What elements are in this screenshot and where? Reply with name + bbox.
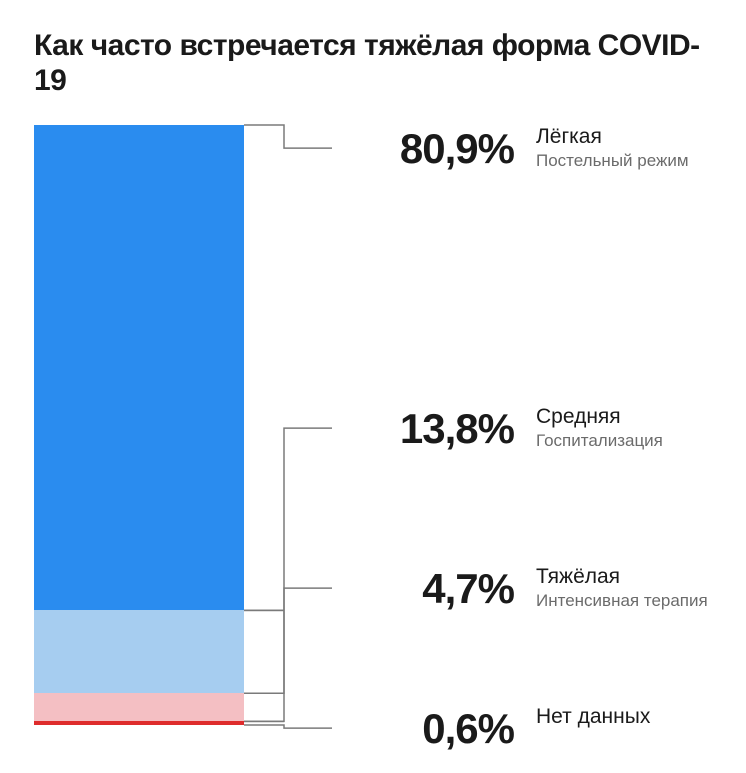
- desc-moderate: Госпитализация: [536, 431, 663, 451]
- label-severe: 4,7% ТяжёлаяИнтенсивная терапия: [334, 565, 708, 613]
- desc-mild: Постельный режим: [536, 151, 689, 171]
- chart-title: Как часто встречается тяжёлая форма COVI…: [34, 28, 712, 99]
- label-nodata: 0,6% Нет данных: [334, 705, 650, 753]
- name-severe: Тяжёлая: [536, 565, 708, 589]
- connector-mild: [244, 125, 332, 610]
- chart-area: 80,9% ЛёгкаяПостельный режим 13,8% СредняяГ…: [34, 125, 712, 745]
- percent-moderate: 13,8%: [334, 405, 514, 453]
- connector-moderate: [244, 428, 332, 693]
- name-moderate: Средняя: [536, 405, 663, 429]
- name-mild: Лёгкая: [536, 125, 689, 149]
- percent-nodata: 0,6%: [334, 705, 514, 753]
- stacked-bar: [34, 125, 244, 725]
- percent-severe: 4,7%: [334, 565, 514, 613]
- label-moderate: 13,8% СредняяГоспитализация: [334, 405, 663, 453]
- desc-severe: Интенсивная терапия: [536, 591, 708, 611]
- connector-nodata: [244, 721, 332, 728]
- name-nodata: Нет данных: [536, 705, 650, 729]
- segment-moderate: [34, 610, 244, 693]
- segment-severe: [34, 693, 244, 721]
- percent-mild: 80,9%: [334, 125, 514, 173]
- segment-nodata: [34, 721, 244, 725]
- label-mild: 80,9% ЛёгкаяПостельный режим: [334, 125, 689, 173]
- labels-column: 80,9% ЛёгкаяПостельный режим 13,8% СредняяГ…: [334, 125, 712, 745]
- connector-severe: [244, 588, 332, 721]
- segment-mild: [34, 125, 244, 610]
